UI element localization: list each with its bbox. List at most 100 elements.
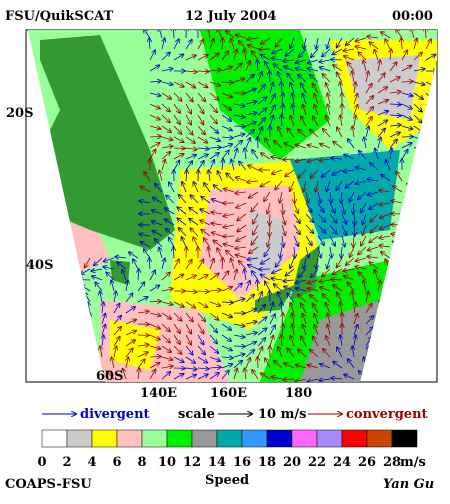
wind-vector xyxy=(426,346,433,354)
wind-vector xyxy=(414,357,425,360)
wind-vector xyxy=(390,297,400,302)
wind-vector xyxy=(426,154,436,159)
wind-vector xyxy=(26,347,30,357)
wind-vector xyxy=(401,258,402,269)
wind-vector xyxy=(378,320,388,324)
wind-vector xyxy=(390,352,400,357)
colorbar-label: 2 xyxy=(62,455,71,470)
wind-vector xyxy=(59,269,66,277)
colorbar-box xyxy=(92,430,117,447)
convergent-label: convergent xyxy=(346,407,428,422)
colorbar-box xyxy=(392,430,417,447)
divergent-label: divergent xyxy=(80,407,150,422)
wind-vector xyxy=(402,313,413,316)
wind-vector xyxy=(414,160,417,170)
lon-label: 140E xyxy=(140,386,177,401)
wind-vector xyxy=(26,127,30,137)
wind-vector xyxy=(19,58,30,60)
wind-vector xyxy=(414,289,425,291)
wind-vector xyxy=(71,349,78,357)
wind-vector xyxy=(402,324,412,329)
lat-label: 40S xyxy=(26,258,53,273)
wind-vector xyxy=(19,278,30,280)
wind-vector xyxy=(426,126,433,134)
colorbar-label: 8 xyxy=(137,455,146,470)
wind-vector xyxy=(30,93,31,104)
wind-vector xyxy=(426,104,432,113)
wind-vector xyxy=(425,247,426,258)
wind-vector xyxy=(414,313,423,319)
wind-vector xyxy=(421,237,426,247)
wind-vector xyxy=(390,282,397,291)
wind-vector xyxy=(426,335,432,344)
wind-vector xyxy=(269,71,270,82)
wind-vector xyxy=(31,280,42,281)
wind-vector xyxy=(378,307,387,313)
wind-vector xyxy=(404,210,414,214)
wind-vector xyxy=(88,335,90,346)
wind-vector xyxy=(44,365,54,368)
wind-vector xyxy=(62,314,66,324)
wind-vector xyxy=(30,203,31,214)
wind-vector xyxy=(30,236,31,247)
wind-vector xyxy=(19,157,30,159)
wind-vector xyxy=(55,280,66,283)
wind-vector xyxy=(426,115,432,124)
wind-vector xyxy=(67,379,78,381)
map xyxy=(19,27,437,382)
colorbar-box xyxy=(217,430,242,447)
wind-vector xyxy=(61,336,66,346)
wind-vector xyxy=(417,219,426,225)
wind-vector xyxy=(35,293,42,302)
wind-vector xyxy=(30,214,33,225)
source: FSU/QuikSCAT xyxy=(5,9,114,24)
colorbar-title: Speed xyxy=(205,473,249,488)
wind-vector xyxy=(426,313,434,321)
wind-vector xyxy=(393,241,402,247)
wind-vector xyxy=(38,303,42,313)
wind-vector xyxy=(412,170,414,181)
wind-vector xyxy=(75,258,78,269)
lon-label: 180 xyxy=(285,386,312,401)
wind-vector xyxy=(55,288,66,291)
wind-vector xyxy=(43,379,54,381)
wind-vector xyxy=(49,336,54,346)
wind-vector xyxy=(31,379,42,380)
wind-vector xyxy=(70,269,78,277)
wind-vector xyxy=(414,152,422,159)
wind-vector xyxy=(421,182,426,192)
wind-vector xyxy=(405,197,414,203)
wind-vector xyxy=(390,368,392,379)
colorbar-label: 22 xyxy=(308,455,326,470)
wind-vector xyxy=(68,287,78,291)
wind-vector xyxy=(74,336,78,346)
wind-vector xyxy=(414,335,422,343)
colorbar-box xyxy=(67,430,92,447)
wind-vector xyxy=(58,350,66,357)
wind-vector xyxy=(20,170,30,174)
wind-vector xyxy=(378,331,388,335)
wind-vector xyxy=(426,374,436,379)
wind-vector xyxy=(43,280,54,283)
wind-vector xyxy=(51,314,54,324)
wind-vector xyxy=(70,294,78,302)
wind-vector xyxy=(390,269,391,280)
wind-vector xyxy=(60,304,66,313)
wind-vector xyxy=(75,324,78,335)
wind-vector xyxy=(418,229,426,236)
wind-vector xyxy=(396,249,402,258)
colorbar-label: 20 xyxy=(283,455,301,470)
wind-vector xyxy=(407,239,414,247)
wind-vector xyxy=(29,82,30,93)
wind-vector xyxy=(414,372,422,379)
colorbar-box xyxy=(142,430,167,447)
wind-vector xyxy=(19,377,30,379)
colorbar-label: 18 xyxy=(258,455,276,470)
colorbar-box xyxy=(292,430,317,447)
wind-vector xyxy=(414,366,425,368)
wind-vector xyxy=(27,192,30,203)
wind-vector xyxy=(58,295,66,302)
wind-vector xyxy=(378,349,385,357)
colorbar-label: 24 xyxy=(333,455,351,470)
